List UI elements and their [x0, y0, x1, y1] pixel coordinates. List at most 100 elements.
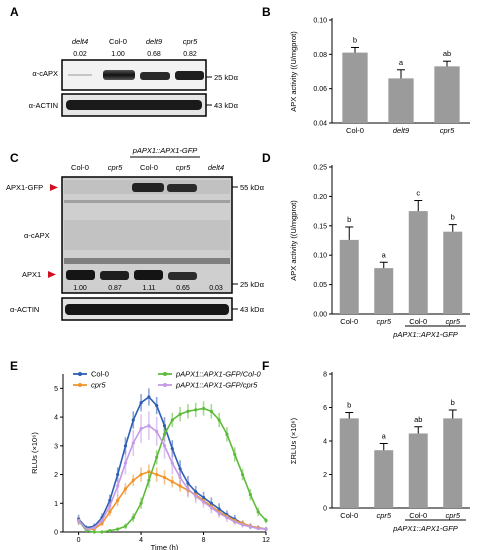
data-point — [201, 495, 206, 500]
quant-value: 0.65 — [176, 285, 190, 292]
lane-label: cpr5 — [108, 163, 123, 172]
legend-label: cpr5 — [91, 381, 106, 390]
marker-43: 43 kDα — [240, 305, 265, 314]
lane-label: Col-0 — [109, 37, 127, 46]
y-tick-label: 3 — [54, 443, 58, 450]
data-point — [147, 395, 151, 399]
data-point — [100, 518, 104, 523]
chart-b: B APX activity ((U/mgprot) 0.04 0.06 0.08 0.1… — [262, 5, 470, 135]
data-point — [209, 409, 213, 413]
data-point — [147, 478, 151, 482]
data-point — [139, 472, 143, 477]
data-point — [131, 441, 135, 445]
panel-letter: E — [10, 359, 18, 373]
quant-value: 1.00 — [73, 285, 87, 292]
panel-letter-a: A — [10, 5, 19, 19]
legend-label: Col-0 — [91, 370, 109, 379]
data-point — [178, 412, 182, 416]
bar — [408, 433, 428, 508]
data-point — [233, 520, 237, 524]
significance-letter: a — [399, 58, 404, 67]
y-tick-label: 5 — [54, 386, 58, 393]
data-point — [155, 404, 159, 408]
x-tick-label: Col-0 — [340, 511, 358, 520]
x-tick-label: cpr5 — [440, 126, 455, 135]
data-point — [108, 498, 112, 502]
y-tick-label: 6 — [323, 405, 327, 412]
data-point — [92, 530, 96, 534]
data-point — [178, 467, 182, 471]
panel-letter: F — [262, 359, 269, 373]
y-tick-label: 4 — [323, 439, 327, 446]
y-tick-label: 1 — [54, 501, 58, 508]
x-tick-label: Col-0 — [409, 511, 427, 520]
y-tick-label: 0.00 — [313, 312, 327, 319]
y-tick-label: 0.08 — [313, 52, 327, 59]
data-point — [194, 490, 198, 494]
lane-label: delt4 — [208, 163, 224, 172]
y-tick-label: 0.06 — [313, 86, 327, 93]
data-point — [264, 527, 268, 531]
data-point — [162, 424, 167, 428]
legend-label: pAPX1::APX1-GFP/Col-0 — [175, 370, 261, 379]
quant-value: 1.11 — [142, 285, 155, 292]
x-tick-label: 12 — [262, 537, 270, 544]
x-tick-label: delt9 — [393, 126, 410, 135]
data-point — [186, 409, 190, 413]
significance-letter: a — [382, 250, 387, 259]
x-tick-label: 4 — [139, 537, 143, 544]
blot-band — [140, 72, 170, 80]
chart-f: F ΣRLUs (×10⁶) 0 2 4 6 8 b Col-0 a cpr5 ab Col-0 b cpr… — [262, 359, 470, 533]
data-point — [170, 418, 174, 422]
panel-letter: D — [262, 151, 271, 165]
data-point — [155, 429, 159, 434]
data-point — [248, 493, 252, 497]
data-point — [155, 472, 159, 477]
x-tick-label: Col-0 — [346, 126, 364, 135]
data-point — [209, 505, 213, 510]
data-point — [116, 527, 120, 531]
label-apx1: APX1 — [22, 270, 41, 279]
quant-value: 0.68 — [147, 51, 161, 58]
marker-55: 55 kDα — [240, 183, 265, 192]
significance-letter: b — [451, 398, 455, 407]
marker-43: 43 kDα — [214, 101, 239, 110]
y-tick-label: 2 — [323, 472, 327, 479]
significance-letter: c — [416, 189, 420, 198]
data-point — [240, 472, 245, 477]
chart-d: D APX activity ((U/mgprot) 0.00 0.05 0.10 0.1… — [262, 151, 470, 339]
y-axis-label: APX activity ((U/mgprot) — [289, 200, 298, 281]
label-apx1-gfp: APX1-GFP — [6, 183, 43, 192]
data-point — [217, 418, 221, 422]
data-point — [123, 487, 128, 491]
data-point — [147, 424, 151, 428]
x-tick-label: cpr5 — [445, 511, 460, 520]
label-actin-c: α-ACTIN — [10, 305, 39, 314]
marker-25: 25 kDα — [214, 73, 239, 82]
data-point — [162, 444, 167, 448]
blot-label-actin: α-ACTIN — [29, 101, 58, 110]
bar — [443, 231, 463, 314]
blot-band-gfp — [167, 184, 197, 192]
data-point — [108, 528, 112, 533]
y-tick-label: 0.20 — [313, 194, 327, 201]
data-point — [264, 518, 268, 523]
blot-band — [103, 70, 135, 80]
data-point — [92, 526, 96, 530]
panel-a: A delt4 Col-0 delt9 cpr5 0.02 1.00 0.68 … — [10, 5, 239, 117]
y-tick-label: 8 — [323, 372, 327, 379]
data-point — [225, 432, 229, 436]
lane-label: Col-0 — [71, 163, 89, 172]
significance-letter: a — [382, 432, 387, 441]
y-tick-label: 0.15 — [313, 223, 327, 230]
quant-value: 1.00 — [111, 51, 125, 58]
legend-label: pAPX1::APX1-GFP/cpr5 — [175, 381, 258, 390]
y-axis-label: RLUs (×10⁶) — [30, 432, 39, 474]
data-point — [217, 507, 221, 511]
x-tick-label: 0 — [77, 537, 81, 544]
legend-marker — [163, 383, 167, 387]
y-tick-label: 0.10 — [313, 253, 327, 260]
data-point — [116, 472, 120, 477]
data-point — [233, 452, 237, 457]
